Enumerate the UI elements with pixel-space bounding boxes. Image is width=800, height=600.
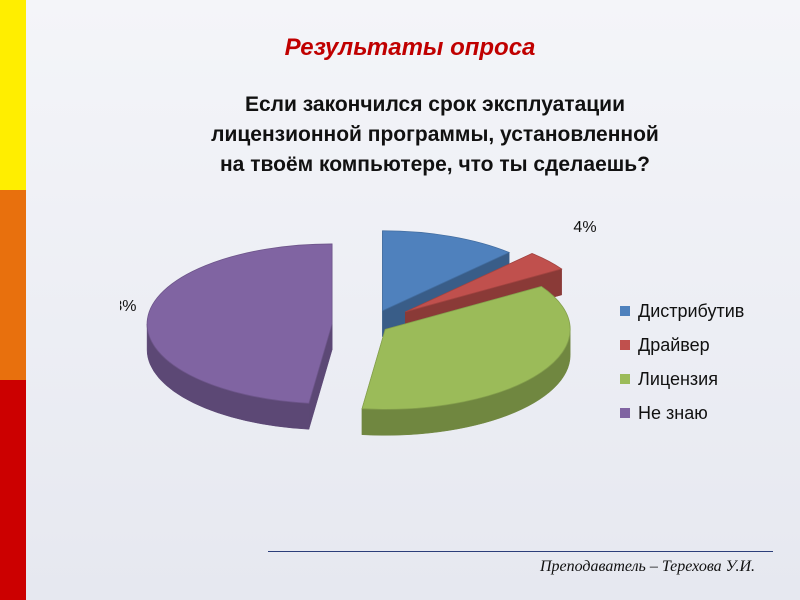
legend-item-dont-know: Не знаю [620,396,744,430]
data-label-driver: 4% [573,219,596,236]
slide-title: Результаты опроса [284,34,536,61]
side-bar-orange [0,190,26,380]
footer-author: Преподаватель – Терехова У.И. [539,558,755,575]
footer-divider [268,551,773,552]
legend-label: Не знаю [638,402,708,423]
chart-title: Если закончился срок эксплуатации лиценз… [150,90,720,180]
pie-slice-license [361,286,571,410]
pie-slice-distributiv [382,230,511,312]
side-bar-red [0,380,26,600]
legend-label: Драйвер [638,334,710,355]
pie-slice-dont-know [146,243,333,404]
legend-swatch [620,306,630,316]
chart-title-line-3: на твоём компьютере, что ты сделаешь? [220,153,650,176]
legend-label: Лицензия [638,368,718,389]
chart-title-line-2: лицензионной программы, установленной [211,123,659,146]
pie-chart: 12%4%36%48% [120,219,597,436]
side-color-bar [0,0,26,600]
legend-item-license: Лицензия [620,362,744,396]
legend-swatch [620,340,630,350]
legend-label: Дистрибутив [638,300,745,321]
chart-legend: Дистрибутив Драйвер Лицензия Не знаю [620,294,744,430]
chart-title-line-1: Если закончился срок эксплуатации [245,93,625,116]
legend-item-distributiv: Дистрибутив [620,294,744,328]
legend-swatch [620,374,630,384]
data-label-dont-know: 48% [120,298,136,315]
pie-slice-driver [405,253,563,313]
side-bar-yellow [0,0,26,190]
legend-item-driver: Драйвер [620,328,744,362]
legend-swatch [620,408,630,418]
